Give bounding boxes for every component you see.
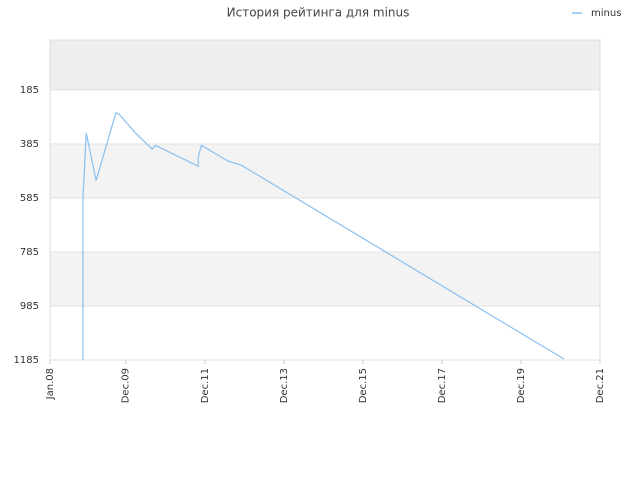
x-tick-label: Dec.09 [121,368,132,403]
grid-band [50,40,600,90]
x-tick-label: Dec.15 [358,368,369,403]
x-tick-label: Dec.21 [595,368,606,403]
legend-label: minus [591,8,621,19]
y-tick-label: 385 [20,139,39,150]
grid-band [50,305,600,360]
y-tick-label: 185 [20,85,39,96]
x-tick-label: Jan.08 [45,368,56,400]
y-tick-label: 785 [20,247,39,258]
grid-band [50,251,600,306]
y-tick-label: 985 [20,301,39,312]
grid-band [50,89,600,144]
grid-band [50,143,600,198]
y-tick-label: 1185 [14,355,39,366]
x-tick-label: Dec.13 [279,368,290,403]
series-line [82,112,565,360]
x-tick-label: Dec.11 [200,368,211,403]
y-tick-label: 585 [20,193,39,204]
x-tick-label: Dec.17 [437,368,448,403]
chart-title: История рейтинга для minus [227,6,410,20]
x-tick-label: Dec.19 [516,368,527,403]
grid-band [50,197,600,252]
